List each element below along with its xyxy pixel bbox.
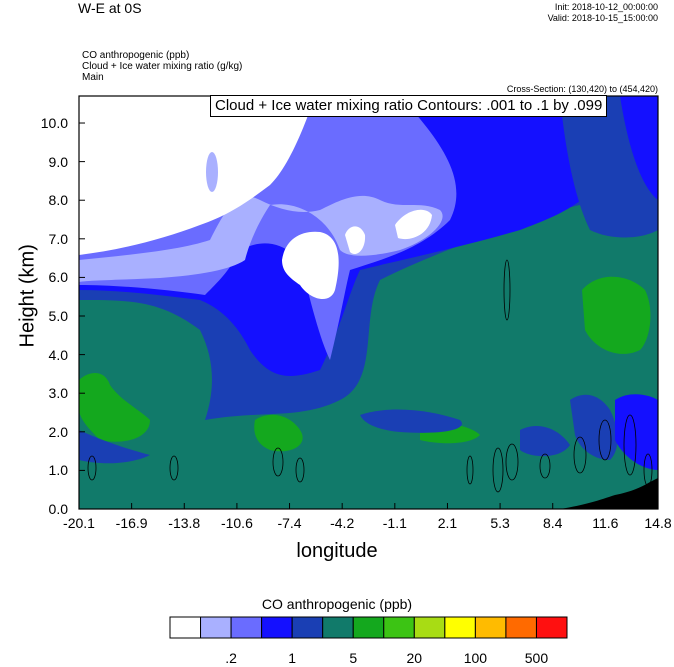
colorbar-swatch <box>352 616 385 639</box>
colorbar-label: 20 <box>406 650 423 666</box>
colorbar-swatch <box>322 616 354 639</box>
x-tick-label: -1.1 <box>382 515 407 531</box>
colorbar-swatch <box>261 616 293 639</box>
y-tick-label: 7.0 <box>48 230 68 247</box>
colorbar-swatch <box>444 616 476 639</box>
y-tick-label: 5.0 <box>48 308 68 324</box>
x-tick-label: 14.8 <box>644 515 672 531</box>
contour-info-box: Cloud + Ice water mixing ratio Contours:… <box>210 95 608 117</box>
colorbar-swatch <box>200 616 232 639</box>
x-tick-label: 8.4 <box>542 515 563 531</box>
x-tick-label: -10.6 <box>220 515 253 531</box>
cloud-contours <box>87 259 653 493</box>
colorbar-swatch <box>474 616 507 639</box>
plot-title: W-E at 0S <box>78 0 142 16</box>
field-label-cloud: Cloud + Ice water mixing ratio (g/kg) <box>82 61 243 72</box>
y-tick-label: 1.0 <box>48 462 68 479</box>
y-tick-label: 8.0 <box>48 192 68 209</box>
colorbar <box>169 616 568 639</box>
x-tick-label: -7.4 <box>277 515 302 531</box>
x-tick-label: -16.9 <box>115 515 148 531</box>
y-tick-label: 0.0 <box>48 501 68 517</box>
colorbar-swatch <box>169 616 202 639</box>
y-tick-label: 9.0 <box>48 153 68 170</box>
colorbar-swatch <box>291 616 324 639</box>
colorbar-title: CO anthropogenic (ppb) <box>261 596 413 612</box>
valid-time: Valid: 2018-10-15_15:00:00 <box>547 13 658 23</box>
y-axis-label: Height (km) <box>16 244 39 348</box>
y-tick-label: 3.0 <box>48 385 68 402</box>
x-tick-label: 11.6 <box>592 515 619 531</box>
colorbar-swatch <box>230 616 263 639</box>
colorbar-swatch <box>535 616 568 639</box>
colorbar-label: .2 <box>225 650 237 666</box>
x-tick-label: -4.2 <box>330 515 355 531</box>
x-axis-label: longitude <box>296 540 378 562</box>
axis-ticks <box>78 122 659 510</box>
x-tick-label: -20.1 <box>63 515 95 531</box>
x-tick-label: 2.1 <box>437 515 458 531</box>
colorbar-label: 5 <box>349 650 358 666</box>
cross-section-label: Cross-Section: (130,420) to (454,420) <box>506 84 658 94</box>
init-time: Init: 2018-10-12_00:00:00 <box>554 2 658 12</box>
y-tick-label: 6.0 <box>48 269 68 286</box>
y-tick-label: 2.0 <box>48 423 68 440</box>
x-tick-label: -13.8 <box>168 515 201 531</box>
y-tick-label: 4.0 <box>48 346 68 363</box>
colorbar-label: 500 <box>524 650 549 666</box>
colorbar-swatch <box>413 616 446 639</box>
field-label-co: CO anthropogenic (ppb) <box>82 50 190 61</box>
colorbar-label: 1 <box>288 650 297 666</box>
colorbar-swatch <box>505 616 537 639</box>
colorbar-swatch <box>383 616 415 639</box>
field-label-main: Main <box>82 72 104 83</box>
x-tick-label: 5.3 <box>490 515 510 531</box>
y-tick-label: 10.0 <box>40 115 68 132</box>
colorbar-label: 100 <box>463 650 488 666</box>
shaded-field <box>79 96 658 509</box>
